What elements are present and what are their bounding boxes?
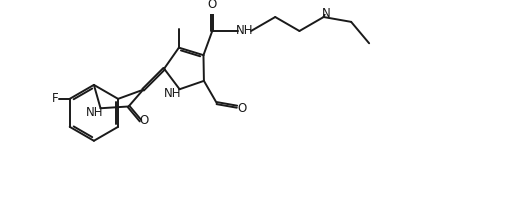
- Text: O: O: [140, 114, 149, 127]
- Text: F: F: [52, 92, 58, 105]
- Text: NH: NH: [164, 87, 182, 100]
- Text: NH: NH: [236, 25, 253, 37]
- Text: O: O: [237, 102, 246, 115]
- Text: NH: NH: [86, 107, 104, 119]
- Text: N: N: [322, 7, 331, 20]
- Text: O: O: [208, 0, 217, 11]
